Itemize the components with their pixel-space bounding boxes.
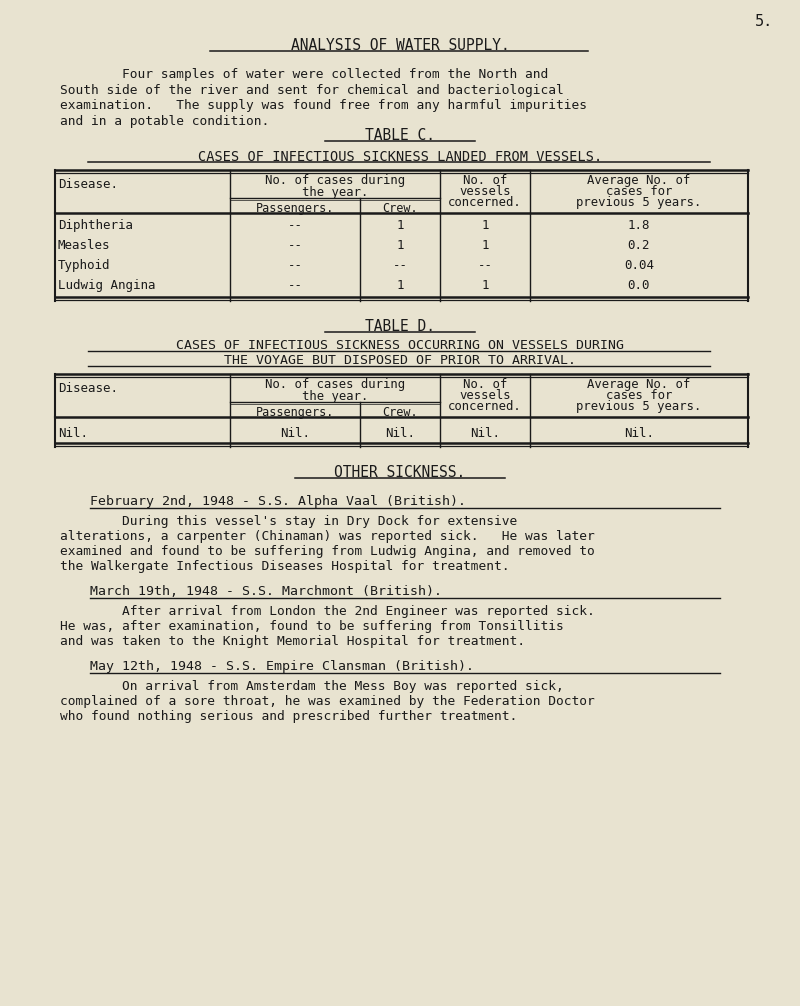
Text: concerned.: concerned. — [448, 400, 522, 413]
Text: No. of: No. of — [463, 174, 507, 187]
Text: CASES OF INFECTIOUS SICKNESS OCCURRING ON VESSELS DURING: CASES OF INFECTIOUS SICKNESS OCCURRING O… — [176, 339, 624, 352]
Text: 1: 1 — [396, 239, 404, 252]
Text: 1: 1 — [482, 219, 489, 232]
Text: February 2nd, 1948 - S.S. Alpha Vaal (British).: February 2nd, 1948 - S.S. Alpha Vaal (Br… — [90, 495, 466, 508]
Text: --: -- — [287, 259, 302, 272]
Text: cases for: cases for — [606, 185, 672, 198]
Text: examination.   The supply was found free from any harmful impurities: examination. The supply was found free f… — [60, 99, 587, 112]
Text: --: -- — [393, 259, 407, 272]
Text: 0.2: 0.2 — [628, 239, 650, 252]
Text: the year.: the year. — [302, 186, 368, 199]
Text: Disease.: Disease. — [58, 178, 118, 191]
Text: and in a potable condition.: and in a potable condition. — [60, 115, 270, 128]
Text: the Walkergate Infectious Diseases Hospital for treatment.: the Walkergate Infectious Diseases Hospi… — [60, 560, 510, 573]
Text: the year.: the year. — [302, 390, 368, 403]
Text: Ludwig Angina: Ludwig Angina — [58, 279, 155, 292]
Text: vessels: vessels — [459, 389, 511, 402]
Text: Nil.: Nil. — [385, 427, 415, 440]
Text: Crew.: Crew. — [382, 406, 418, 420]
Text: THE VOYAGE BUT DISPOSED OF PRIOR TO ARRIVAL.: THE VOYAGE BUT DISPOSED OF PRIOR TO ARRI… — [224, 354, 576, 367]
Text: cases for: cases for — [606, 389, 672, 402]
Text: OTHER SICKNESS.: OTHER SICKNESS. — [334, 465, 466, 480]
Text: who found nothing serious and prescribed further treatment.: who found nothing serious and prescribed… — [60, 710, 518, 723]
Text: --: -- — [287, 279, 302, 292]
Text: 0.04: 0.04 — [624, 259, 654, 272]
Text: 1: 1 — [396, 219, 404, 232]
Text: Measles: Measles — [58, 239, 110, 252]
Text: vessels: vessels — [459, 185, 511, 198]
Text: --: -- — [287, 219, 302, 232]
Text: No. of: No. of — [463, 378, 507, 391]
Text: March 19th, 1948 - S.S. Marchmont (British).: March 19th, 1948 - S.S. Marchmont (Briti… — [90, 585, 442, 598]
Text: Disease.: Disease. — [58, 382, 118, 395]
Text: May 12th, 1948 - S.S. Empire Clansman (British).: May 12th, 1948 - S.S. Empire Clansman (B… — [90, 660, 474, 673]
Text: CASES OF INFECTIOUS SICKNESS LANDED FROM VESSELS.: CASES OF INFECTIOUS SICKNESS LANDED FROM… — [198, 150, 602, 164]
Text: Typhoid: Typhoid — [58, 259, 110, 272]
Text: 0.0: 0.0 — [628, 279, 650, 292]
Text: During this vessel's stay in Dry Dock for extensive: During this vessel's stay in Dry Dock fo… — [60, 515, 518, 528]
Text: 1.8: 1.8 — [628, 219, 650, 232]
Text: No. of cases during: No. of cases during — [265, 378, 405, 391]
Text: Crew.: Crew. — [382, 202, 418, 215]
Text: Nil.: Nil. — [280, 427, 310, 440]
Text: 1: 1 — [396, 279, 404, 292]
Text: --: -- — [478, 259, 493, 272]
Text: concerned.: concerned. — [448, 196, 522, 209]
Text: TABLE D.: TABLE D. — [365, 319, 435, 334]
Text: Average No. of: Average No. of — [587, 378, 690, 391]
Text: On arrival from Amsterdam the Mess Boy was reported sick,: On arrival from Amsterdam the Mess Boy w… — [60, 680, 564, 693]
Text: TABLE C.: TABLE C. — [365, 128, 435, 143]
Text: alterations, a carpenter (Chinaman) was reported sick.   He was later: alterations, a carpenter (Chinaman) was … — [60, 530, 594, 543]
Text: 1: 1 — [482, 279, 489, 292]
Text: Nil.: Nil. — [624, 427, 654, 440]
Text: Diphtheria: Diphtheria — [58, 219, 133, 232]
Text: previous 5 years.: previous 5 years. — [576, 400, 702, 413]
Text: Four samples of water were collected from the North and: Four samples of water were collected fro… — [60, 68, 548, 81]
Text: and was taken to the Knight Memorial Hospital for treatment.: and was taken to the Knight Memorial Hos… — [60, 635, 525, 648]
Text: examined and found to be suffering from Ludwig Angina, and removed to: examined and found to be suffering from … — [60, 545, 594, 558]
Text: He was, after examination, found to be suffering from Tonsillitis: He was, after examination, found to be s… — [60, 620, 564, 633]
Text: 5.: 5. — [755, 14, 774, 29]
Text: ANALYSIS OF WATER SUPPLY.: ANALYSIS OF WATER SUPPLY. — [290, 38, 510, 53]
Text: South side of the river and sent for chemical and bacteriological: South side of the river and sent for che… — [60, 83, 564, 97]
Text: After arrival from London the 2nd Engineer was reported sick.: After arrival from London the 2nd Engine… — [60, 605, 594, 618]
Text: Average No. of: Average No. of — [587, 174, 690, 187]
Text: No. of cases during: No. of cases during — [265, 174, 405, 187]
Text: Nil.: Nil. — [58, 427, 88, 440]
Text: Passengers.: Passengers. — [256, 202, 334, 215]
Text: Nil.: Nil. — [470, 427, 500, 440]
Text: --: -- — [287, 239, 302, 252]
Text: Passengers.: Passengers. — [256, 406, 334, 420]
Text: complained of a sore throat, he was examined by the Federation Doctor: complained of a sore throat, he was exam… — [60, 695, 594, 708]
Text: 1: 1 — [482, 239, 489, 252]
Text: previous 5 years.: previous 5 years. — [576, 196, 702, 209]
